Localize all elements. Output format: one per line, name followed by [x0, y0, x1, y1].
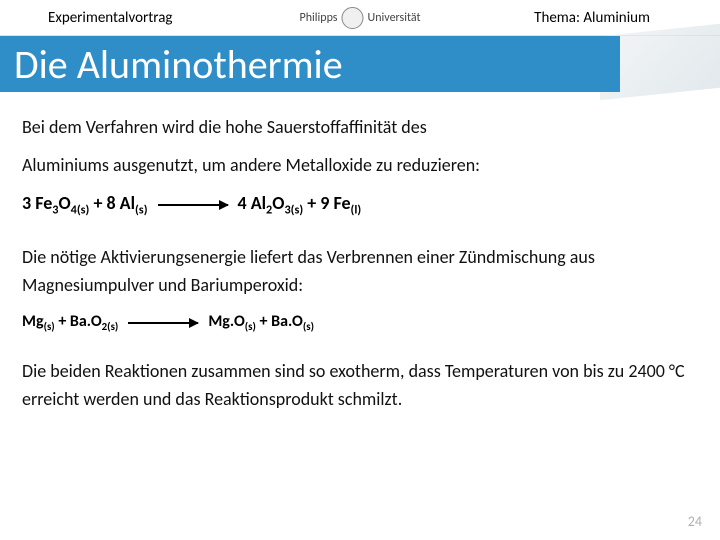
paragraph-4: Die beiden Reaktionen zusammen sind so e…: [22, 358, 698, 414]
eq2-left: Mg(s) + Ba.O2(s): [22, 310, 118, 336]
paragraph-1: Bei dem Verfahren wird die hohe Sauersto…: [22, 114, 698, 142]
university-logo: Philipps Universität: [299, 7, 420, 29]
eq1-left: 3 Fe3O4(s) + 8 Al(s): [22, 190, 148, 221]
seal-icon: [342, 7, 364, 29]
page-number: 24: [688, 513, 702, 530]
paragraph-2: Aluminiums ausgenutzt, um andere Metallo…: [22, 152, 698, 180]
title-bar: Die Aluminothermie: [0, 36, 620, 92]
paragraph-3: Die nötige Aktivierungsenergie liefert d…: [22, 244, 698, 300]
arrow-icon: [158, 204, 228, 206]
slide-title: Die Aluminothermie: [14, 40, 343, 89]
logo-text-left: Philipps: [299, 11, 337, 25]
slide-body: Bei dem Verfahren wird die hohe Sauersto…: [0, 92, 720, 414]
header-left: Experimentalvortrag: [48, 9, 172, 27]
equation-1: 3 Fe3O4(s) + 8 Al(s) 4 Al2O3(s) + 9 Fe(l…: [22, 190, 698, 221]
eq2-right: Mg.O(s) + Ba.O(s): [208, 310, 314, 336]
header-right: Thema: Aluminium: [534, 9, 650, 27]
header-bar: Experimentalvortrag Philipps Universität…: [0, 0, 720, 36]
arrow-icon: [128, 322, 198, 324]
logo-text-right: Universität: [368, 11, 421, 25]
eq1-right: 4 Al2O3(s) + 9 Fe(l): [238, 190, 362, 221]
equation-2: Mg(s) + Ba.O2(s) Mg.O(s) + Ba.O(s): [22, 310, 698, 336]
